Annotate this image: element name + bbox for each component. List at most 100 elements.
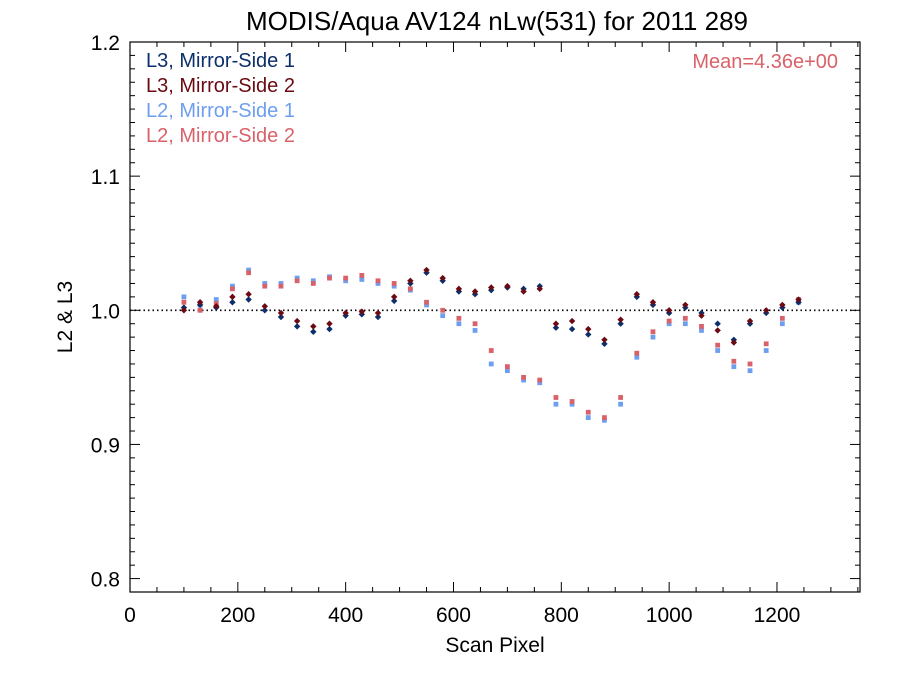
data-point bbox=[424, 299, 429, 305]
data-point bbox=[521, 374, 526, 380]
data-point bbox=[374, 309, 382, 317]
data-point bbox=[552, 324, 560, 331]
data-point bbox=[472, 328, 478, 333]
legend: L3, Mirror-Side 1 L3, Mirror-Side 2 L2, Mi… bbox=[146, 50, 295, 147]
data-point bbox=[617, 320, 624, 327]
data-point bbox=[278, 283, 284, 289]
x-tick-label: 0 bbox=[124, 604, 136, 627]
data-point bbox=[715, 342, 721, 348]
data-point bbox=[455, 285, 463, 293]
data-points bbox=[180, 266, 802, 423]
data-point bbox=[326, 320, 333, 327]
data-point bbox=[310, 328, 317, 335]
data-point bbox=[229, 293, 236, 301]
data-point bbox=[293, 323, 301, 330]
data-point bbox=[617, 316, 624, 323]
data-point bbox=[374, 313, 382, 321]
data-point bbox=[536, 285, 543, 293]
data-point bbox=[682, 315, 688, 321]
data-point bbox=[440, 313, 446, 319]
y-tick-label: 0.9 bbox=[91, 434, 120, 457]
data-point bbox=[682, 301, 689, 309]
data-point bbox=[246, 270, 252, 276]
series-0 bbox=[180, 269, 802, 348]
y-tick-label: 1.1 bbox=[91, 166, 120, 189]
data-point bbox=[310, 323, 317, 330]
data-point bbox=[634, 350, 640, 356]
data-point bbox=[633, 290, 640, 298]
data-point bbox=[358, 308, 366, 315]
data-point bbox=[440, 307, 446, 313]
data-point bbox=[343, 275, 349, 281]
data-point bbox=[359, 277, 365, 282]
data-point bbox=[601, 336, 608, 344]
data-point bbox=[504, 282, 511, 290]
data-point bbox=[568, 325, 576, 333]
series-2 bbox=[181, 267, 801, 423]
data-point bbox=[714, 320, 721, 327]
data-point bbox=[601, 340, 608, 348]
legend-entry: L3, Mirror-Side 1 bbox=[146, 50, 295, 72]
data-point bbox=[698, 312, 705, 319]
data-point bbox=[230, 283, 235, 289]
data-point bbox=[715, 348, 721, 353]
plot-frame bbox=[129, 41, 861, 593]
data-point bbox=[537, 377, 543, 383]
data-point bbox=[650, 334, 656, 340]
data-point bbox=[262, 281, 268, 286]
x-tick-label: 1000 bbox=[646, 604, 693, 627]
legend-entry: L2, Mirror-Side 1 bbox=[146, 100, 295, 122]
data-point bbox=[731, 364, 737, 370]
data-point bbox=[229, 299, 236, 306]
data-point bbox=[327, 275, 332, 281]
data-point bbox=[747, 368, 753, 374]
data-point bbox=[472, 321, 478, 327]
data-point bbox=[423, 266, 430, 274]
data-point bbox=[343, 278, 349, 284]
data-point bbox=[375, 281, 381, 286]
y-tick-label: 1.2 bbox=[91, 32, 120, 55]
x-tick-label: 400 bbox=[328, 604, 363, 627]
data-point bbox=[310, 278, 316, 284]
data-point bbox=[521, 377, 526, 383]
data-point bbox=[585, 331, 592, 338]
x-tick-label: 600 bbox=[436, 604, 471, 627]
data-point bbox=[666, 318, 672, 324]
data-point bbox=[552, 320, 560, 327]
data-point bbox=[520, 288, 527, 295]
data-point bbox=[180, 307, 188, 314]
data-point bbox=[763, 341, 769, 347]
y-tick-label: 0.8 bbox=[91, 569, 120, 592]
data-point bbox=[553, 395, 559, 400]
x-tick-label: 200 bbox=[220, 604, 255, 627]
data-point bbox=[390, 293, 398, 301]
data-point bbox=[634, 354, 640, 360]
data-point bbox=[213, 297, 219, 302]
data-point bbox=[585, 409, 591, 415]
data-point bbox=[731, 358, 737, 364]
data-point bbox=[553, 401, 559, 407]
data-point bbox=[246, 267, 252, 273]
data-point bbox=[488, 361, 494, 367]
y-axis-label: L2 & L3 bbox=[54, 281, 77, 353]
data-point bbox=[197, 307, 203, 313]
data-point bbox=[456, 315, 462, 321]
data-point bbox=[261, 307, 268, 314]
data-point bbox=[456, 321, 462, 327]
data-point bbox=[763, 348, 769, 353]
data-point bbox=[730, 339, 738, 346]
data-point bbox=[505, 364, 510, 370]
data-point bbox=[261, 303, 268, 310]
data-point bbox=[618, 401, 624, 407]
data-point bbox=[602, 415, 607, 421]
data-point bbox=[585, 415, 591, 421]
data-point bbox=[230, 286, 235, 292]
data-point bbox=[278, 281, 284, 286]
data-point bbox=[424, 302, 429, 308]
data-point bbox=[569, 401, 575, 407]
axis-ticks bbox=[129, 41, 860, 592]
data-point bbox=[439, 274, 446, 282]
series-1 bbox=[180, 266, 802, 346]
data-point bbox=[375, 278, 381, 284]
